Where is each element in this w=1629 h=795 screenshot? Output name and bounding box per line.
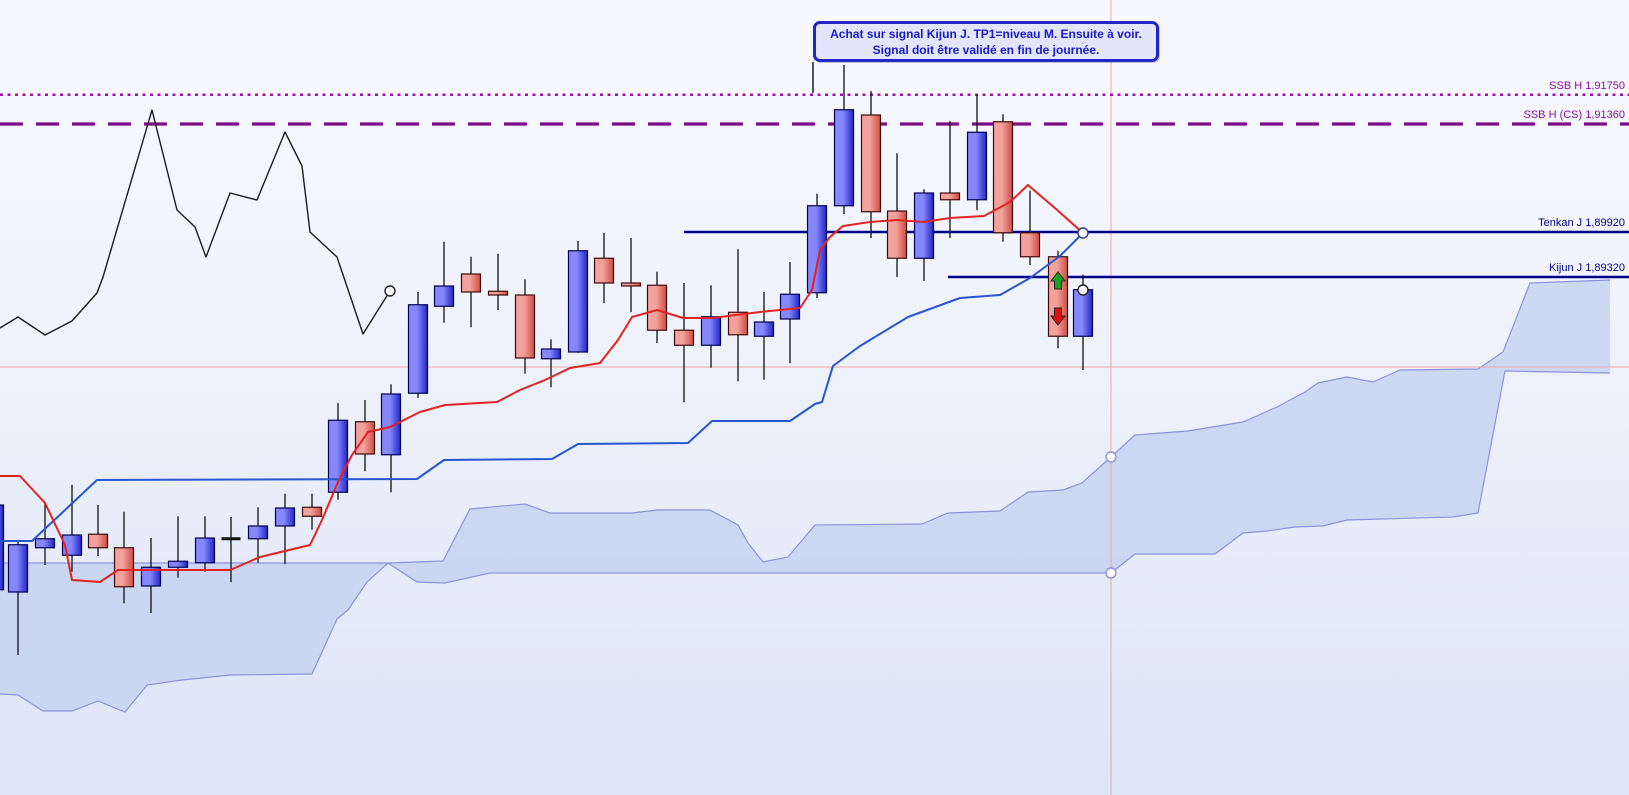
candle[interactable] — [407, 292, 429, 398]
candle[interactable] — [540, 339, 562, 388]
candle[interactable] — [567, 241, 589, 353]
candle[interactable] — [860, 91, 882, 238]
candle[interactable] — [779, 262, 801, 364]
marker-circle-icon — [1105, 567, 1117, 579]
trade-note-line2: Signal doit être validé en fin de journé… — [872, 42, 1100, 57]
candle[interactable] — [140, 538, 162, 613]
marker-circle-icon — [1105, 451, 1117, 463]
candles-layer[interactable] — [0, 64, 1094, 655]
buy-arrow-icon — [1049, 271, 1067, 290]
candle[interactable] — [7, 540, 29, 655]
marker-circle-icon — [1077, 227, 1089, 239]
candle[interactable] — [0, 502, 5, 650]
candle[interactable] — [833, 64, 855, 214]
candle[interactable] — [753, 292, 775, 380]
sell-arrow-icon — [1049, 307, 1067, 326]
candle[interactable] — [167, 516, 189, 578]
candle[interactable] — [966, 94, 988, 211]
candle[interactable] — [886, 153, 908, 277]
level-label-kijun-j[interactable]: Kijun J 1,89320 — [1549, 262, 1625, 274]
candle[interactable] — [87, 505, 109, 556]
marker-circle-icon — [384, 285, 396, 297]
candle[interactable] — [433, 241, 455, 323]
candle[interactable] — [646, 271, 668, 343]
candle[interactable] — [992, 114, 1014, 242]
ichimoku-cloud — [0, 279, 1611, 713]
candle[interactable] — [806, 193, 828, 298]
candle[interactable] — [274, 493, 296, 565]
candle[interactable] — [913, 189, 935, 281]
candle[interactable] — [61, 484, 83, 572]
marker-circle-icon — [1077, 284, 1089, 296]
candle[interactable] — [673, 283, 695, 403]
candle[interactable] — [487, 253, 509, 310]
level-label-ssb-h[interactable]: SSB H 1,91750 — [1549, 79, 1625, 92]
candle[interactable] — [514, 279, 536, 374]
candle[interactable] — [1019, 190, 1041, 265]
kijun-sen-line — [0, 232, 1084, 542]
tenkan-sen-line — [0, 184, 1084, 583]
candle[interactable] — [301, 493, 323, 530]
candle[interactable] — [700, 285, 722, 368]
candle[interactable] — [327, 403, 349, 500]
candle[interactable] — [380, 384, 402, 493]
candle[interactable] — [620, 238, 642, 313]
candle[interactable] — [194, 516, 216, 572]
candle[interactable] — [1047, 250, 1069, 349]
trade-note-annotation[interactable]: Achat sur signal Kijun J. TP1=niveau M. … — [813, 21, 1159, 62]
candle[interactable] — [593, 232, 615, 304]
candle[interactable] — [113, 511, 135, 604]
trade-note-line1: Achat sur signal Kijun J. TP1=niveau M. … — [830, 26, 1142, 41]
candle[interactable] — [939, 121, 961, 238]
candle[interactable] — [460, 256, 482, 328]
chikou-span-line — [0, 109, 391, 336]
candle[interactable] — [221, 517, 241, 583]
level-label-tenkan-j[interactable]: Tenkan J 1,89920 — [1538, 217, 1625, 229]
endpoint-markers — [384, 227, 1117, 579]
candle[interactable] — [247, 507, 269, 563]
candle[interactable] — [34, 502, 56, 565]
level-label-ssb-h-cs[interactable]: SSB H (CS) 1,91360 — [1523, 109, 1626, 121]
signal-arrows — [1049, 271, 1067, 326]
